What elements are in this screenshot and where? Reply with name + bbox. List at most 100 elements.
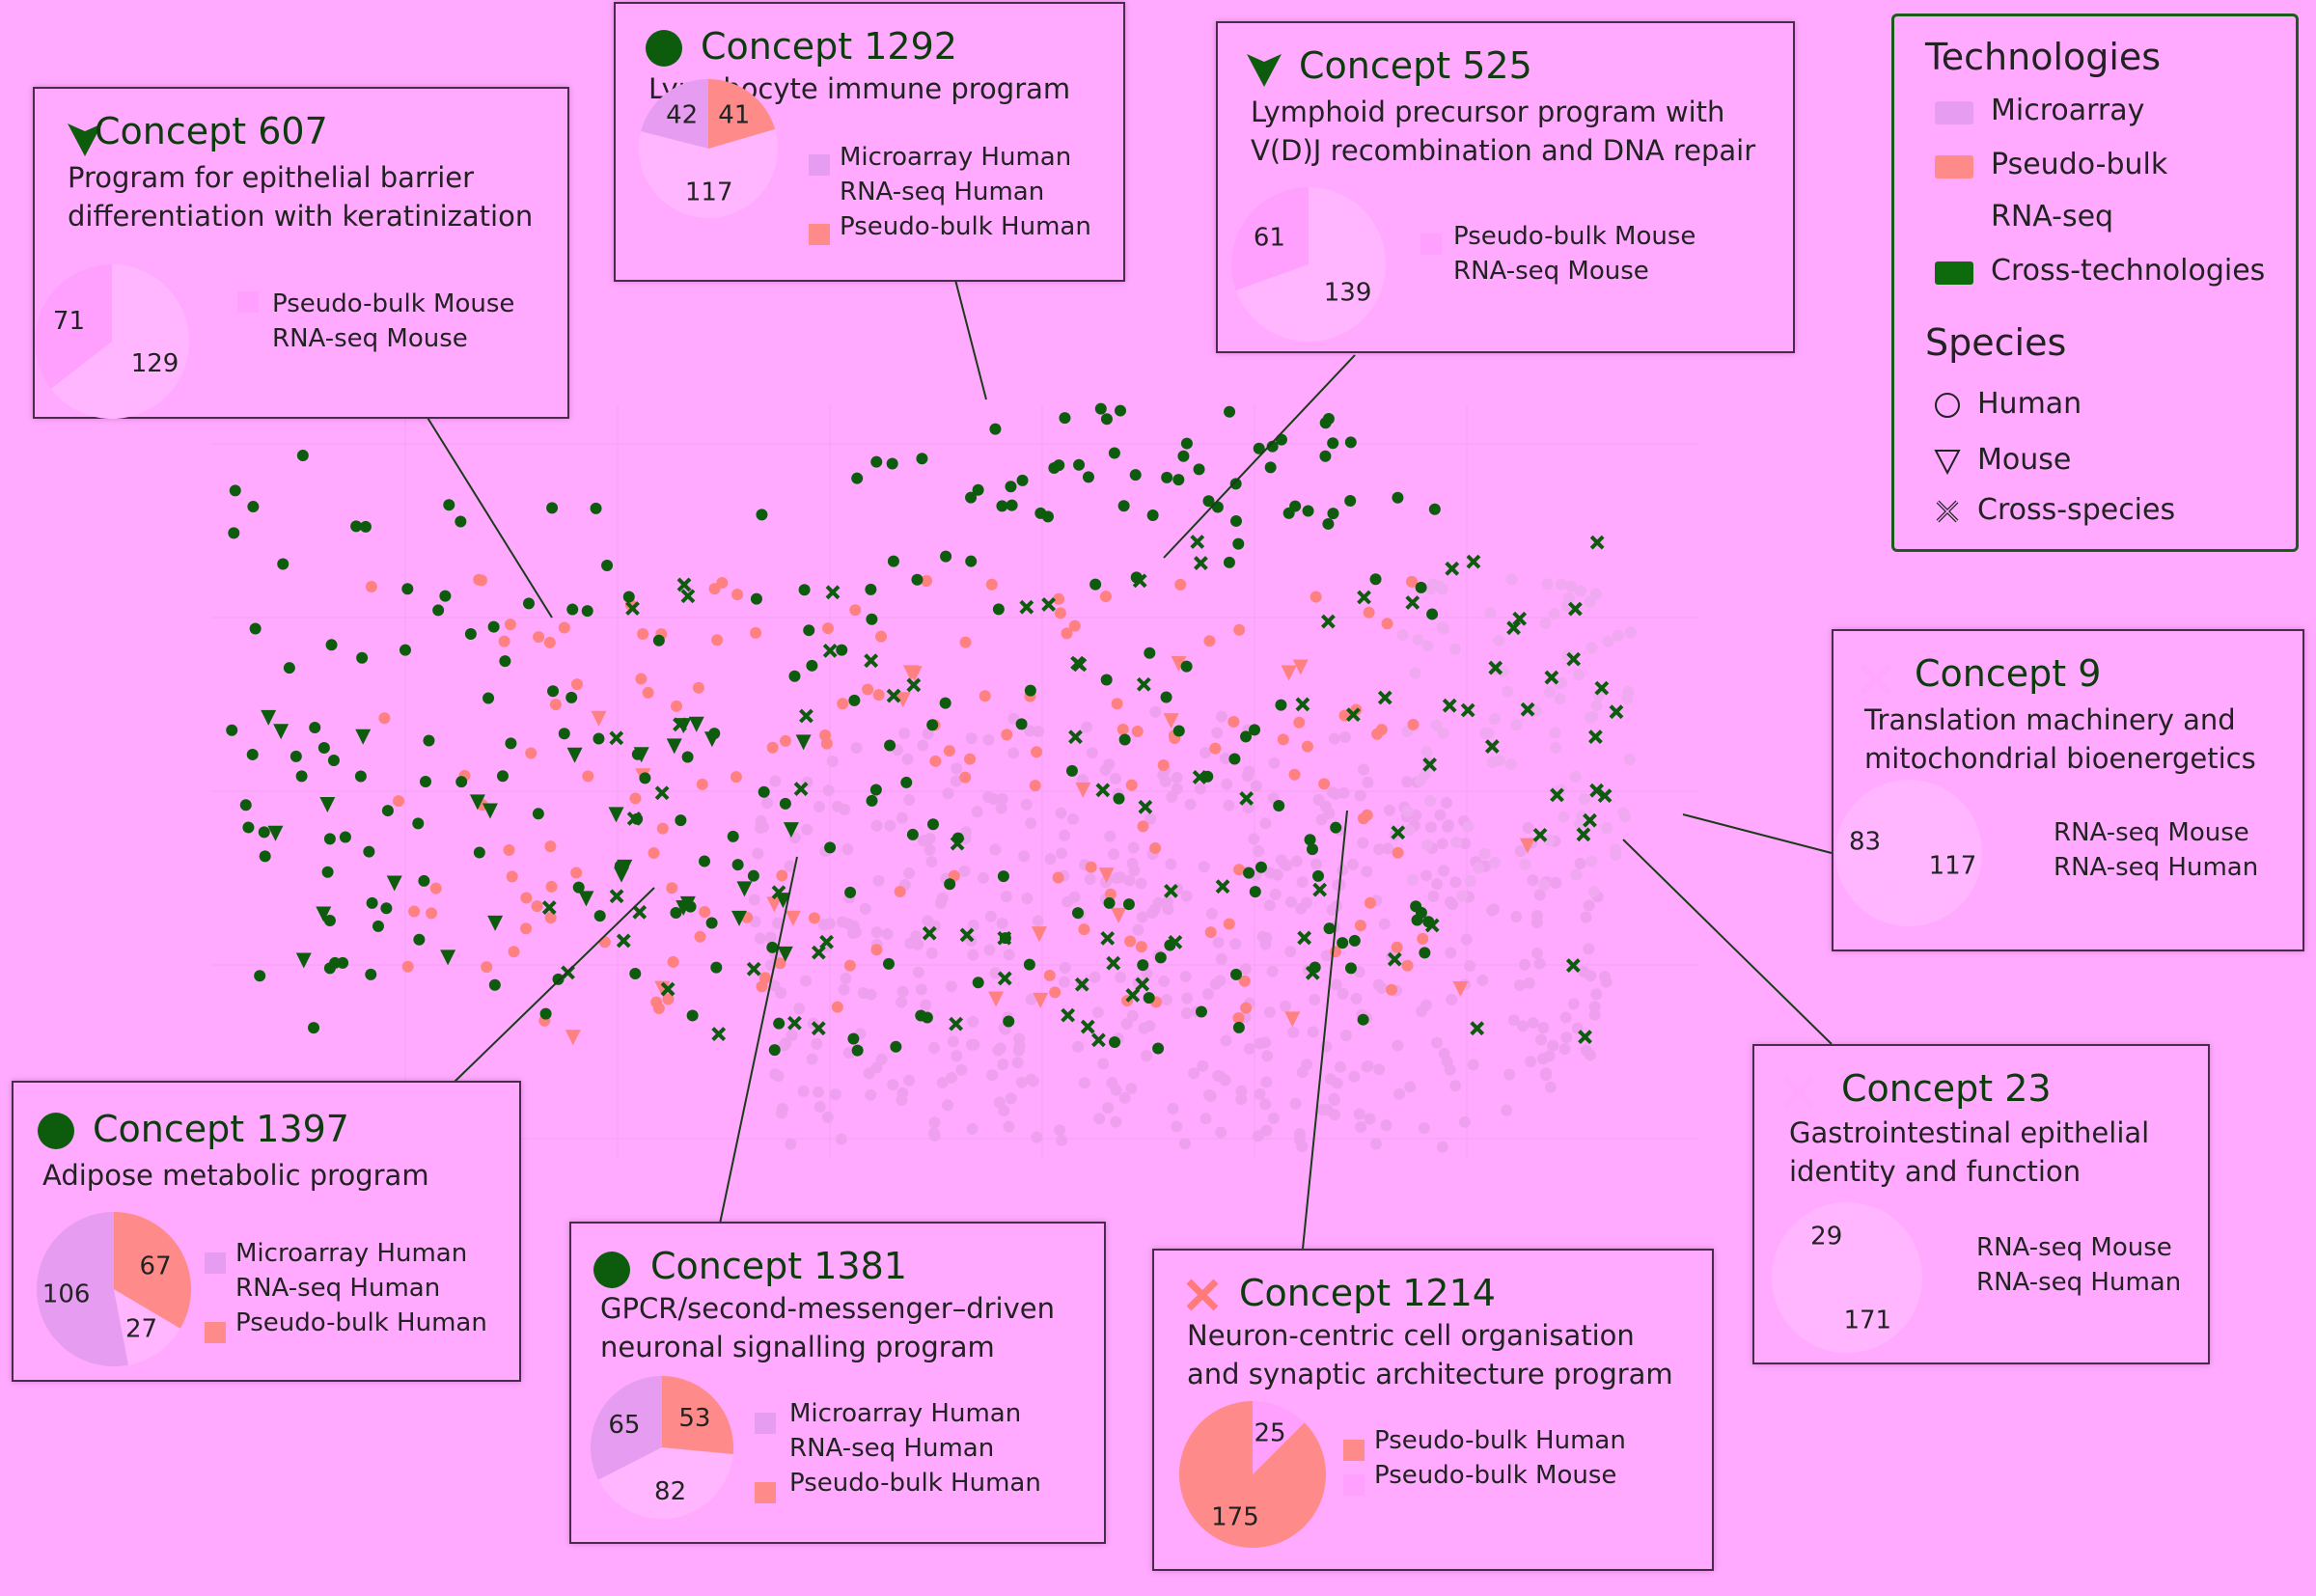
scatter-point — [1574, 857, 1586, 869]
scatter-point — [903, 867, 916, 879]
scatter-point — [836, 644, 848, 656]
scatter-point — [1073, 458, 1086, 471]
scatter-point — [965, 732, 978, 745]
scatter-point — [309, 721, 321, 733]
scatter-point — [1053, 459, 1065, 472]
scatter-point — [1373, 843, 1386, 856]
scatter-point — [1031, 1131, 1043, 1143]
scatter-point — [896, 1094, 908, 1107]
scatter-point — [558, 728, 570, 740]
scatter-point — [1420, 999, 1433, 1011]
scatter-point — [1530, 917, 1543, 929]
scatter-point — [1188, 1067, 1200, 1080]
scatter-point — [1350, 992, 1363, 1004]
scatter-point — [499, 655, 511, 668]
scatter-point — [916, 453, 928, 465]
scatter-point-mouse — [319, 797, 336, 813]
scatter-point — [1110, 1084, 1122, 1096]
scatter-point — [1249, 724, 1261, 736]
scatter-point — [1260, 1076, 1273, 1088]
scatter-point — [870, 819, 883, 832]
scatter-point — [924, 833, 936, 845]
scatter-point — [354, 770, 367, 783]
scatter-point — [784, 860, 796, 872]
concept-title: Concept 1292 — [701, 25, 957, 68]
scatter-point — [1363, 606, 1375, 619]
scatter-point — [1205, 907, 1218, 920]
scatter-point — [1612, 629, 1624, 642]
scatter-point — [1330, 821, 1342, 834]
scatter-point — [642, 686, 654, 699]
scatter-point — [696, 778, 708, 790]
scatter-point — [822, 622, 835, 635]
scatter-point — [1364, 896, 1376, 909]
scatter-point — [1032, 915, 1044, 927]
scatter-point — [959, 636, 972, 648]
scatter-point — [1437, 727, 1449, 739]
scatter-point — [1519, 958, 1531, 971]
scatter-point — [951, 1050, 963, 1062]
scatter-point — [1372, 978, 1385, 991]
scatter-point-mouse — [566, 747, 583, 763]
scatter-point — [1120, 1018, 1133, 1031]
scatter-point — [552, 973, 565, 985]
pie-legend-label: Pseudo-bulk Human — [789, 1469, 1041, 1498]
scatter-point-mouse — [591, 710, 607, 727]
scatter-point — [1055, 807, 1067, 819]
scatter-point — [1232, 1021, 1245, 1033]
scatter-point — [1049, 986, 1062, 999]
scatter-point-cross — [1583, 812, 1597, 828]
scatter-point — [1587, 885, 1600, 897]
pie-value-label: 67 — [140, 1252, 172, 1280]
scatter-point-mouse — [482, 803, 498, 819]
pie-legend-label: Microarray Human — [235, 1239, 468, 1268]
scatter-point — [1386, 983, 1398, 996]
leader-lines — [424, 279, 1833, 1250]
scatter-point — [1269, 888, 1282, 900]
scatter-point — [1215, 952, 1227, 965]
scatter-point — [1533, 957, 1546, 970]
scatter-point — [1129, 469, 1142, 482]
scatter-point — [785, 1138, 797, 1150]
scatter-point — [896, 812, 908, 824]
scatter-point — [1260, 931, 1273, 944]
scatter-point-cross — [660, 981, 676, 997]
scatter-point — [1023, 958, 1035, 971]
scatter-point — [857, 986, 869, 999]
scatter-point — [972, 483, 984, 496]
scatter-point — [1392, 1039, 1404, 1052]
scatter-point — [1348, 934, 1361, 947]
scatter-point — [317, 742, 330, 755]
scatter-point — [1558, 811, 1570, 823]
scatter-point — [1501, 1104, 1513, 1116]
legend-item-microarray: Microarray — [1991, 94, 2145, 127]
scatter-point — [1585, 642, 1598, 654]
legend-species-title: Species — [1925, 321, 2067, 364]
scatter-point — [1068, 891, 1081, 903]
scatter-point — [1078, 923, 1090, 936]
scatter-point-cross — [746, 961, 761, 977]
scatter-point — [1110, 772, 1122, 784]
scatter-point — [1166, 791, 1178, 804]
scatter-point — [869, 784, 882, 796]
scatter-point — [401, 583, 414, 595]
pie-legend-label: Microarray Human — [789, 1399, 1022, 1428]
scatter-point — [1610, 843, 1622, 856]
scatter-point — [766, 941, 779, 953]
scatter-point — [1420, 746, 1433, 758]
scatter-point-cross — [1597, 788, 1613, 804]
scatter-point — [894, 886, 906, 898]
scatter-point-cross — [1424, 918, 1440, 933]
scatter-point — [808, 912, 820, 924]
scatter-point — [1015, 718, 1028, 730]
scatter-point — [1193, 463, 1205, 476]
concept-title: Concept 525 — [1299, 44, 1532, 87]
scatter-point — [1436, 620, 1448, 633]
scatter-point-cross — [1193, 556, 1208, 570]
scatter-point — [1344, 436, 1357, 449]
pie-value-label: 29 — [1810, 1223, 1842, 1252]
scatter-point — [1108, 447, 1120, 459]
scatter-point — [1354, 789, 1366, 802]
scatter-point — [498, 635, 510, 647]
scatter-point — [1531, 947, 1544, 959]
